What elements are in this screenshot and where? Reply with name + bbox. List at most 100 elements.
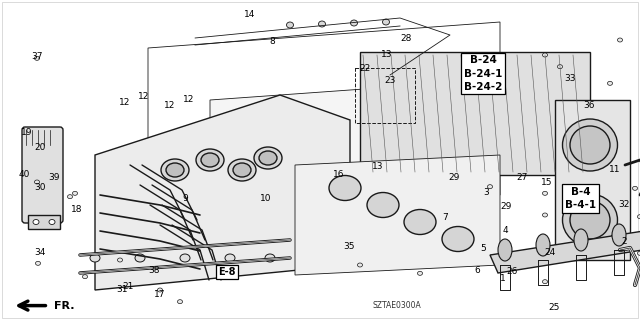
Ellipse shape: [632, 186, 637, 190]
Text: 5: 5: [481, 244, 486, 252]
Ellipse shape: [287, 22, 294, 28]
Text: 11: 11: [609, 165, 620, 174]
Ellipse shape: [135, 254, 145, 262]
Text: 13: 13: [381, 50, 393, 59]
Polygon shape: [360, 52, 590, 175]
Text: 38: 38: [148, 266, 159, 275]
Text: 8: 8: [269, 37, 275, 46]
Ellipse shape: [488, 185, 493, 189]
Text: 16: 16: [333, 170, 345, 179]
Ellipse shape: [404, 210, 436, 235]
Ellipse shape: [417, 271, 422, 275]
Text: 7: 7: [442, 213, 447, 222]
Text: FR.: FR.: [54, 300, 75, 311]
Text: 34: 34: [35, 248, 46, 257]
Text: 10: 10: [260, 194, 271, 203]
Ellipse shape: [49, 220, 55, 225]
Ellipse shape: [543, 280, 547, 284]
Ellipse shape: [637, 215, 640, 219]
Ellipse shape: [35, 180, 40, 184]
Text: 15: 15: [541, 178, 553, 187]
Ellipse shape: [72, 191, 77, 195]
Ellipse shape: [67, 195, 72, 199]
Ellipse shape: [498, 239, 512, 261]
FancyBboxPatch shape: [22, 127, 63, 223]
Text: 37: 37: [31, 52, 43, 60]
Text: 17: 17: [154, 290, 166, 299]
Polygon shape: [295, 155, 500, 275]
Ellipse shape: [536, 234, 550, 256]
Text: 14: 14: [244, 10, 255, 19]
Bar: [28, 215, 60, 229]
Ellipse shape: [157, 288, 163, 292]
Ellipse shape: [233, 163, 251, 177]
Text: 27: 27: [516, 173, 527, 182]
Text: 13: 13: [372, 162, 383, 171]
Text: B-4
B-4-1: B-4 B-4-1: [565, 187, 596, 210]
Ellipse shape: [383, 19, 390, 25]
Ellipse shape: [543, 191, 547, 195]
Text: 31: 31: [116, 285, 127, 294]
Ellipse shape: [358, 263, 362, 267]
Polygon shape: [95, 95, 350, 290]
Ellipse shape: [259, 151, 277, 165]
Text: 21: 21: [122, 282, 134, 291]
Text: 40: 40: [19, 170, 30, 179]
Ellipse shape: [442, 227, 474, 252]
Ellipse shape: [329, 175, 361, 201]
Text: 36: 36: [583, 101, 595, 110]
Text: 12: 12: [138, 92, 150, 100]
Ellipse shape: [35, 56, 40, 60]
Ellipse shape: [177, 300, 182, 304]
Ellipse shape: [118, 258, 122, 262]
Text: 1: 1: [500, 274, 505, 283]
Ellipse shape: [166, 163, 184, 177]
Ellipse shape: [180, 254, 190, 262]
Ellipse shape: [35, 261, 40, 265]
Text: 26: 26: [506, 268, 518, 276]
Ellipse shape: [367, 193, 399, 218]
Text: 12: 12: [183, 95, 195, 104]
Ellipse shape: [557, 65, 563, 69]
Polygon shape: [555, 100, 630, 260]
Ellipse shape: [33, 220, 39, 225]
Polygon shape: [210, 80, 490, 230]
Text: B-24
B-24-1
B-24-2: B-24 B-24-1 B-24-2: [464, 55, 502, 92]
Text: 6: 6: [474, 266, 479, 275]
Text: 29: 29: [500, 202, 511, 211]
Bar: [355, 68, 415, 123]
Text: 12: 12: [164, 101, 175, 110]
Ellipse shape: [161, 159, 189, 181]
Text: 39: 39: [49, 173, 60, 182]
Ellipse shape: [574, 229, 588, 251]
Ellipse shape: [225, 254, 235, 262]
Text: 30: 30: [34, 183, 45, 192]
Text: 22: 22: [359, 64, 371, 73]
Text: 24: 24: [545, 248, 556, 257]
Ellipse shape: [201, 153, 219, 167]
Ellipse shape: [637, 251, 640, 255]
Text: 32: 32: [618, 200, 630, 209]
Text: E-8: E-8: [218, 267, 236, 277]
Text: 2: 2: [621, 237, 627, 246]
Text: 19: 19: [21, 128, 33, 137]
Text: 33: 33: [564, 74, 575, 83]
Text: 29: 29: [449, 173, 460, 182]
Ellipse shape: [351, 20, 358, 26]
Ellipse shape: [570, 126, 610, 164]
Text: 35: 35: [343, 242, 355, 251]
Text: 4: 4: [503, 226, 508, 235]
Text: 20: 20: [35, 143, 46, 152]
Text: 18: 18: [71, 205, 83, 214]
Ellipse shape: [196, 149, 224, 171]
Ellipse shape: [570, 201, 610, 239]
Ellipse shape: [265, 254, 275, 262]
Ellipse shape: [618, 38, 623, 42]
Ellipse shape: [228, 159, 256, 181]
Text: 25: 25: [548, 303, 559, 312]
Ellipse shape: [90, 254, 100, 262]
Ellipse shape: [607, 81, 612, 85]
Text: 23: 23: [385, 76, 396, 84]
Text: 3: 3: [484, 188, 489, 196]
Ellipse shape: [83, 275, 88, 279]
